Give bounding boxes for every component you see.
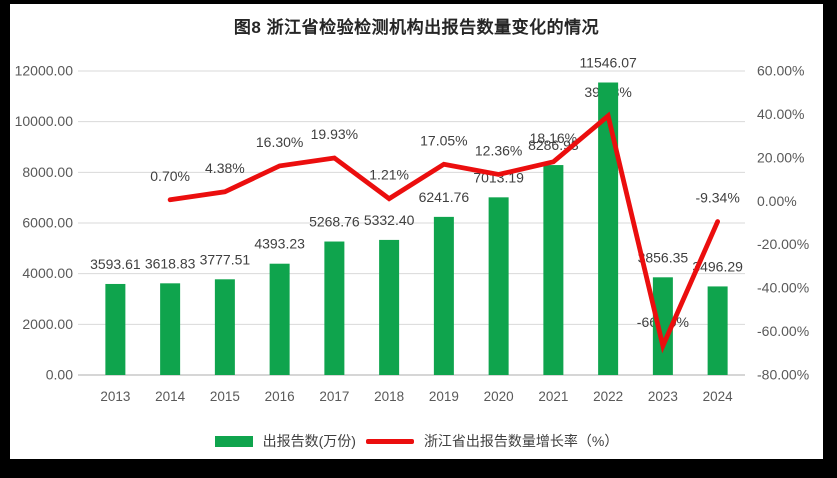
bar-2015	[214, 279, 235, 375]
bar-label-2022: 11546.07	[579, 54, 637, 70]
right-axis-tick-label: -60.00%	[757, 323, 809, 339]
bar-label-2017: 5268.76	[309, 214, 360, 230]
bar-2024	[707, 286, 728, 375]
combo-chart-plot: 0.00 2000.00 4000.00 6000.00 8000.00 10000.00…	[15, 54, 810, 404]
x-axis-label-2020: 2020	[484, 389, 514, 404]
left-axis-tick-label: 10000.00	[15, 113, 74, 129]
growth-rate-line	[167, 111, 721, 354]
bar-label-2014: 3618.83	[145, 255, 196, 271]
chart-canvas: 图8 浙江省检验检测机构出报告数量变化的情况 0.00 2000.00 4000.0…	[10, 4, 823, 459]
right-axis-tick-label: 60.00%	[757, 63, 804, 79]
growth-label-2015: 4.38%	[205, 160, 245, 176]
x-axis-label-2015: 2015	[210, 389, 240, 404]
bar-2022	[598, 82, 619, 375]
bar-label-2016: 4393.23	[254, 236, 305, 252]
bar-label-2018: 5332.40	[364, 212, 415, 228]
x-axis-label-2021: 2021	[538, 389, 568, 404]
x-axis-label-2014: 2014	[155, 389, 186, 404]
left-axis-tick-label: 8000.00	[22, 164, 73, 180]
x-axis-label-2023: 2023	[648, 389, 678, 404]
growth-label-2018: 1.21%	[369, 167, 409, 183]
right-axis-tick-label: 0.00%	[757, 193, 797, 209]
bar-2016	[269, 263, 290, 375]
chart-title: 图8 浙江省检验检测机构出报告数量变化的情况	[233, 18, 600, 37]
legend-line-label: 浙江省出报告数量增长率（%）	[423, 433, 619, 449]
bar-2023	[652, 277, 673, 375]
x-axis-label-2018: 2018	[374, 389, 404, 404]
bar-2017	[324, 241, 345, 375]
bar-2013	[105, 283, 126, 375]
bar-label-2013: 3593.61	[90, 256, 141, 272]
x-axis-label-2017: 2017	[319, 389, 349, 404]
right-axis-tick-label: 20.00%	[757, 149, 804, 165]
right-axis-tick-label: -40.00%	[757, 280, 809, 296]
left-axis-tick-label: 4000.00	[22, 265, 73, 281]
bar-2014	[160, 283, 181, 375]
left-axis-tick-label: 0.00	[46, 367, 73, 383]
bar-2019	[433, 216, 454, 375]
right-axis-tick-label: 40.00%	[757, 106, 804, 122]
left-axis-tick-label: 12000.00	[15, 63, 74, 79]
growth-label-2024: -9.34%	[695, 190, 739, 206]
growth-label-2019: 17.05%	[420, 132, 467, 148]
left-axis-tick-label: 2000.00	[22, 316, 73, 332]
x-axis-label-2013: 2013	[100, 389, 130, 404]
growth-label-2020: 12.36%	[475, 142, 522, 158]
x-axis-label-2019: 2019	[429, 389, 459, 404]
growth-label-2016: 16.30%	[256, 134, 303, 150]
legend: 出报告数(万份) 浙江省出报告数量增长率（%）	[10, 431, 823, 451]
growth-label-2017: 19.93%	[311, 126, 358, 142]
bar-2018	[379, 239, 400, 375]
x-axis-label-2016: 2016	[265, 389, 295, 404]
x-axis-label-2024: 2024	[703, 389, 734, 404]
left-axis-tick-label: 6000.00	[22, 215, 73, 231]
bar-2021	[543, 165, 564, 375]
right-axis-tick-label: -80.00%	[757, 367, 809, 383]
x-axis-label-2022: 2022	[593, 389, 623, 404]
bar-2020	[488, 197, 509, 375]
bar-label-2015: 3777.51	[200, 251, 251, 267]
right-axis-tick-label: -20.00%	[757, 236, 809, 252]
legend-bar-label: 出报告数(万份)	[262, 433, 356, 449]
legend-bar-swatch-icon	[214, 435, 253, 447]
bar-label-2019: 6241.76	[419, 189, 470, 205]
growth-label-2021: 18.16%	[530, 130, 577, 146]
bar-label-2024: 3496.29	[692, 258, 743, 274]
growth-label-2014: 0.70%	[150, 168, 190, 184]
legend-line-swatch-icon	[365, 438, 414, 444]
bar-label-2023: 3856.35	[638, 249, 689, 265]
